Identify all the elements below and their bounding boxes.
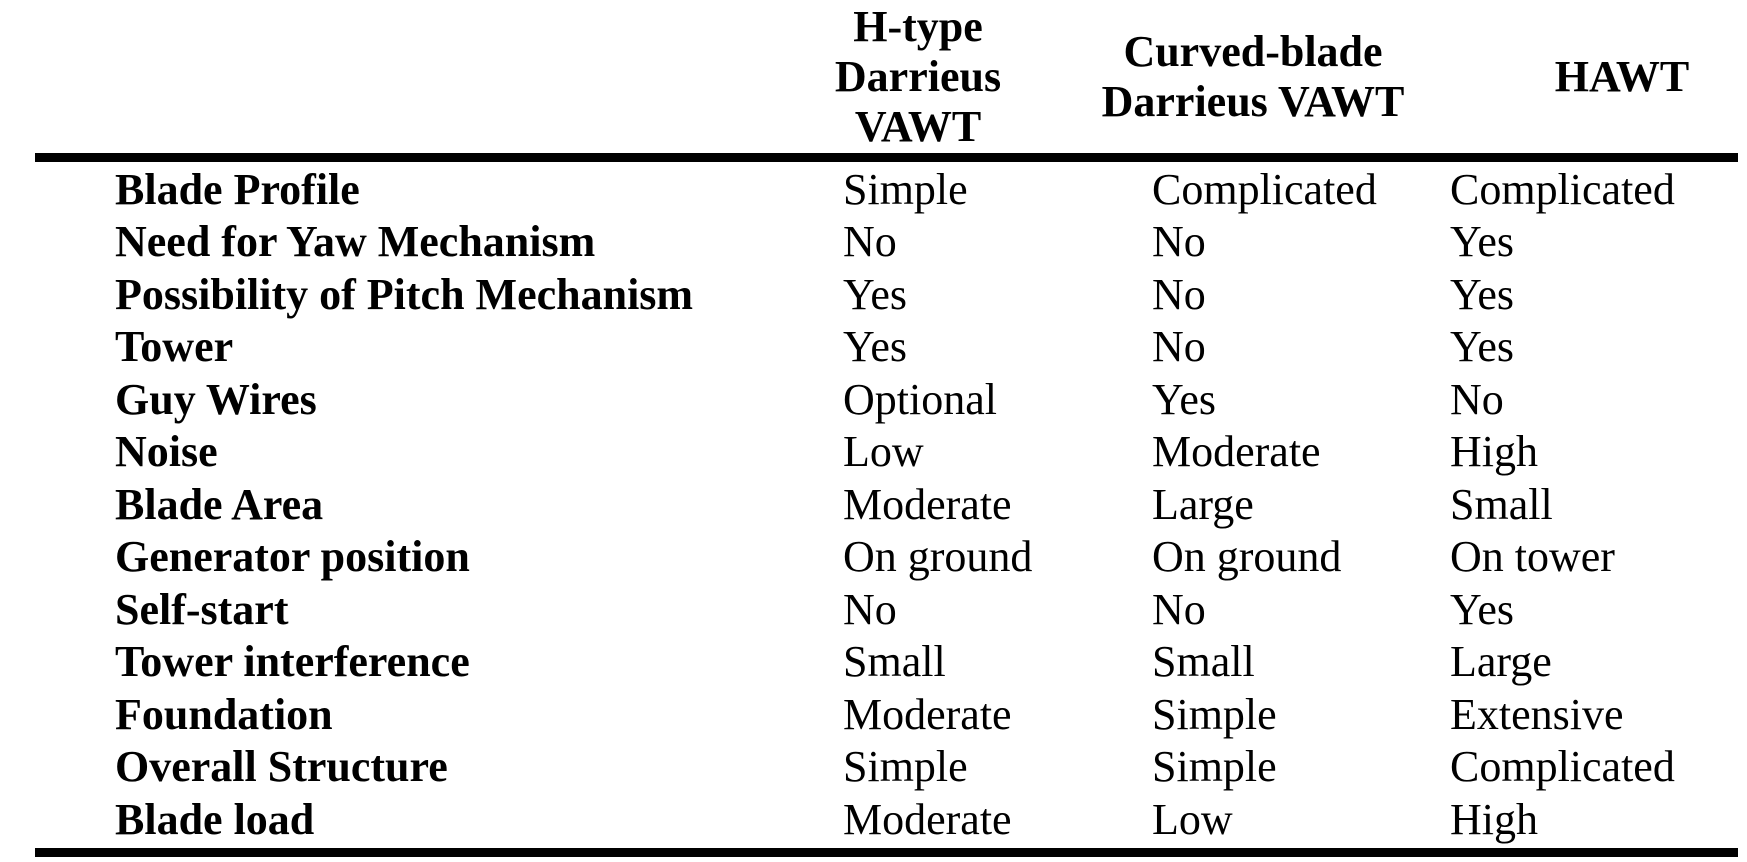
table-bottom-rule	[35, 848, 1738, 857]
table-body: Blade Profile Simple Complicated Complic…	[0, 163, 1747, 846]
cell-curved-blade-darrieus-vawt: Complicated	[1152, 164, 1377, 214]
cell-htype-darrieus-vawt: Moderate	[843, 689, 1012, 739]
table-row: Noise Low Moderate High	[0, 426, 1747, 479]
cell-hawt: On tower	[1450, 532, 1615, 582]
cell-hawt: Complicated	[1450, 742, 1675, 792]
table-row: Blade load Moderate Low High	[0, 793, 1747, 846]
cell-htype-darrieus-vawt: No	[843, 217, 897, 267]
row-label: Foundation	[115, 689, 333, 739]
table-row: Blade Profile Simple Complicated Complic…	[0, 163, 1747, 216]
cell-hawt: High	[1450, 427, 1538, 477]
cell-htype-darrieus-vawt: Moderate	[843, 479, 1012, 529]
cell-htype-darrieus-vawt: Optional	[843, 374, 997, 424]
cell-hawt: Yes	[1450, 584, 1515, 634]
cell-htype-darrieus-vawt: Yes	[843, 322, 908, 372]
cell-hawt: Complicated	[1450, 164, 1675, 214]
row-label: Noise	[115, 427, 218, 477]
cell-curved-blade-darrieus-vawt: No	[1152, 217, 1206, 267]
cell-htype-darrieus-vawt: Yes	[843, 269, 908, 319]
cell-htype-darrieus-vawt: Simple	[843, 742, 968, 792]
column-header-curved-blade-darrieus-vawt: Curved-blade Darrieus VAWT	[1102, 0, 1405, 153]
cell-curved-blade-darrieus-vawt: Large	[1152, 479, 1254, 529]
cell-curved-blade-darrieus-vawt: Yes	[1152, 374, 1217, 424]
cell-curved-blade-darrieus-vawt: Low	[1152, 794, 1233, 844]
cell-htype-darrieus-vawt: Small	[843, 637, 946, 687]
cell-htype-darrieus-vawt: Low	[843, 427, 924, 477]
column-header-htype-darrieus-vawt: H-type Darrieus VAWT	[835, 0, 1001, 153]
cell-curved-blade-darrieus-vawt: No	[1152, 322, 1206, 372]
table-row: Tower Yes No Yes	[0, 321, 1747, 374]
cell-hawt: Yes	[1450, 322, 1515, 372]
cell-curved-blade-darrieus-vawt: Moderate	[1152, 427, 1321, 477]
cell-htype-darrieus-vawt: Moderate	[843, 794, 1012, 844]
table-row: Self-start No No Yes	[0, 583, 1747, 636]
header-line: H-type	[853, 1, 983, 51]
row-label: Generator position	[115, 532, 470, 582]
column-header-hawt: HAWT	[1555, 0, 1689, 153]
table-row: Overall Structure Simple Simple Complica…	[0, 741, 1747, 794]
row-label: Blade Area	[115, 479, 324, 529]
table-row: Need for Yaw Mechanism No No Yes	[0, 216, 1747, 269]
cell-curved-blade-darrieus-vawt: Simple	[1152, 742, 1277, 792]
header-line: VAWT	[854, 101, 982, 151]
table-row: Generator position On ground On ground O…	[0, 531, 1747, 584]
table-row: Guy Wires Optional Yes No	[0, 373, 1747, 426]
header-line: Darrieus	[834, 51, 1002, 101]
row-label: Overall Structure	[115, 742, 448, 792]
table-row: Tower interference Small Small Large	[0, 636, 1747, 689]
table-row: Foundation Moderate Simple Extensive	[0, 688, 1747, 741]
cell-htype-darrieus-vawt: Simple	[843, 164, 968, 214]
row-label: Self-start	[115, 584, 289, 634]
row-label: Blade load	[115, 794, 315, 844]
cell-hawt: Yes	[1450, 269, 1515, 319]
row-label: Possibility of Pitch Mechanism	[115, 269, 694, 319]
header-line: HAWT	[1554, 51, 1690, 101]
cell-curved-blade-darrieus-vawt: Simple	[1152, 689, 1277, 739]
table-top-rule	[35, 153, 1738, 162]
cell-hawt: Large	[1450, 637, 1552, 687]
row-label: Need for Yaw Mechanism	[115, 217, 596, 267]
cell-curved-blade-darrieus-vawt: On ground	[1152, 532, 1342, 582]
header-line: Curved-blade	[1123, 26, 1383, 76]
row-label: Blade Profile	[115, 164, 360, 214]
cell-hawt: Small	[1450, 479, 1553, 529]
row-label: Guy Wires	[115, 374, 317, 424]
cell-hawt: Yes	[1450, 217, 1515, 267]
row-label: Tower interference	[115, 637, 470, 687]
row-label: Tower	[115, 322, 234, 372]
header-line: Darrieus VAWT	[1101, 76, 1405, 126]
cell-hawt: High	[1450, 794, 1538, 844]
cell-curved-blade-darrieus-vawt: No	[1152, 584, 1206, 634]
cell-hawt: Extensive	[1450, 689, 1624, 739]
cell-curved-blade-darrieus-vawt: Small	[1152, 637, 1255, 687]
table-row: Possibility of Pitch Mechanism Yes No Ye…	[0, 268, 1747, 321]
table-row: Blade Area Moderate Large Small	[0, 478, 1747, 531]
cell-curved-blade-darrieus-vawt: No	[1152, 269, 1206, 319]
cell-hawt: No	[1450, 374, 1504, 424]
cell-htype-darrieus-vawt: No	[843, 584, 897, 634]
cell-htype-darrieus-vawt: On ground	[843, 532, 1033, 582]
